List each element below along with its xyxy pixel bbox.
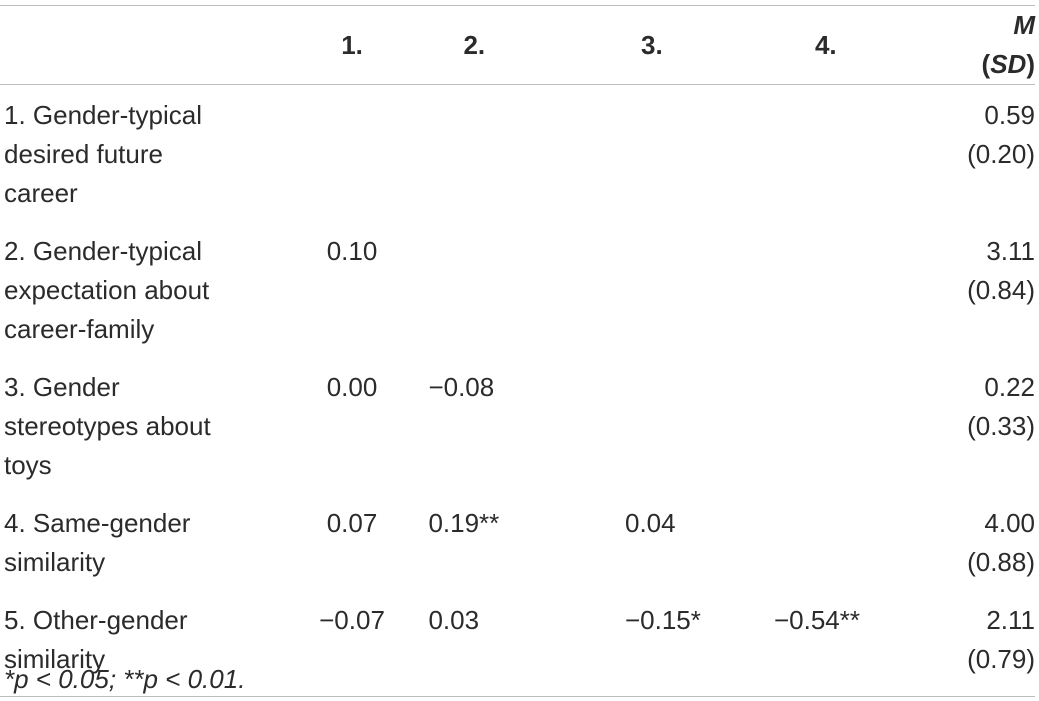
cell-mean-sd: 3.11 (0.84)	[967, 236, 1035, 305]
row-label-line: career-family	[4, 314, 155, 344]
cell-col-1	[298, 85, 407, 222]
cell-col-4	[774, 493, 967, 590]
row-label: 3. Gender stereotypes about toys	[0, 357, 298, 493]
cell-col-4: −0.54**	[773, 605, 860, 635]
cell-col-4	[774, 357, 967, 493]
cell-col-1: 0.10	[326, 236, 378, 266]
cell-col-1: −0.07	[319, 605, 385, 635]
row-label-line: stereotypes about	[4, 411, 211, 441]
cell-col-1: 0.00	[326, 372, 378, 402]
cell-col-4	[774, 85, 967, 222]
cell-col-4	[774, 221, 967, 357]
header-col-2: 2.	[406, 5, 625, 85]
cell-mean-sd: 0.59 (0.20)	[967, 100, 1035, 169]
correlation-table: 1. 2. 3. 4. M (SD) 1. Gender-typical des…	[0, 5, 1035, 697]
table-row: 1. Gender-typical desired future career …	[0, 85, 1035, 222]
row-label-line: 3. Gender	[4, 372, 120, 402]
row-label-line: similarity	[4, 644, 106, 674]
row-label: 5. Other-gender similarity	[0, 590, 298, 697]
row-label-line: 4. Same-gender	[4, 508, 191, 538]
header-col-3: 3.	[624, 5, 774, 85]
table-row: 3. Gender stereotypes about toys 0.00 −0…	[0, 357, 1035, 493]
cell-mean-sd: 2.11 (0.79)	[967, 605, 1035, 674]
table-row: 2. Gender-typical expectation about care…	[0, 221, 1035, 357]
cell-col-1: 0.07	[326, 508, 378, 538]
row-label-line: 1. Gender-typical	[4, 100, 202, 130]
cell-col-2	[406, 221, 625, 357]
row-label-line: similarity	[4, 547, 106, 577]
table-row: 4. Same-gender similarity 0.07 0.19** 0.…	[0, 493, 1035, 590]
cell-col-3	[625, 357, 774, 493]
cell-col-3	[625, 221, 774, 357]
row-label: 1. Gender-typical desired future career	[0, 85, 298, 222]
header-variable	[0, 5, 298, 85]
cell-col-2: 0.03	[428, 605, 480, 635]
header-col-4: 4.	[773, 5, 968, 85]
cell-col-2: 0.19**	[428, 508, 500, 538]
cell-col-3: 0.04	[624, 508, 676, 538]
row-label-line: expectation about	[4, 275, 210, 305]
significance-footnote: *p < 0.05; **p < 0.01.	[4, 664, 246, 694]
cell-col-2: −0.08	[428, 372, 495, 402]
row-label-line: career	[4, 178, 78, 208]
row-label-line: 2. Gender-typical	[4, 236, 202, 266]
row-label-line: desired future	[4, 139, 163, 169]
table-header-row: 1. 2. 3. 4. M (SD)	[0, 5, 1035, 85]
table-row: 5. Other-gender similarity −0.07 0.03 −0…	[0, 590, 1035, 697]
cell-mean-sd: 0.22 (0.33)	[967, 372, 1035, 441]
cell-mean-sd: 4.00 (0.88)	[967, 508, 1035, 577]
cell-col-3	[625, 85, 774, 222]
cell-col-3: −0.15*	[624, 605, 701, 635]
header-mean: M	[1013, 10, 1035, 40]
row-label-line: toys	[4, 450, 52, 480]
header-col-1: 1.	[297, 5, 407, 85]
cell-col-2	[406, 85, 625, 222]
row-label: 4. Same-gender similarity	[0, 493, 298, 590]
row-label-line: 5. Other-gender	[4, 605, 188, 635]
row-label: 2. Gender-typical expectation about care…	[0, 221, 298, 357]
header-mean-sd: M (SD)	[967, 5, 1035, 85]
header-sd: SD	[990, 49, 1027, 79]
